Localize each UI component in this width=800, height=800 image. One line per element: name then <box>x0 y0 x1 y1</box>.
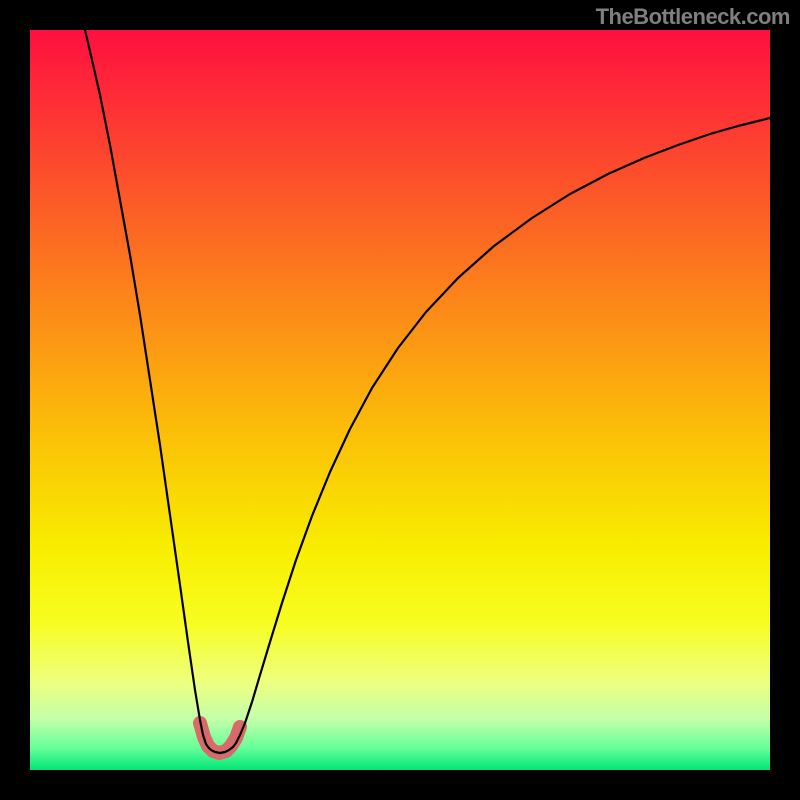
source-watermark: TheBottleneck.com <box>596 4 790 30</box>
figure-container: TheBottleneck.com <box>0 0 800 800</box>
plot-area <box>30 30 770 770</box>
chart-svg <box>30 30 770 770</box>
chart-background <box>30 30 770 770</box>
